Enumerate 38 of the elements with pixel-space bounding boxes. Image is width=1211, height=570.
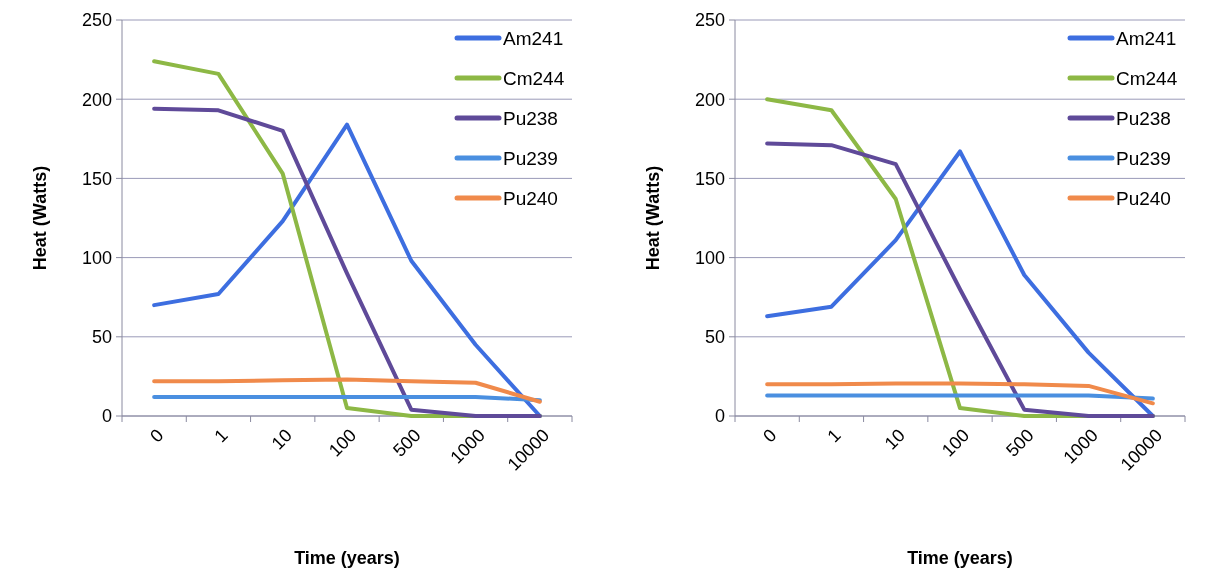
y-tick-label: 50 <box>704 327 725 348</box>
y-tick-label: 0 <box>714 406 725 427</box>
x-tick-label: 1 <box>210 425 232 447</box>
legend-label: Cm244 <box>1116 67 1178 89</box>
y-tick-label: 0 <box>101 406 112 427</box>
legend-label: Cm244 <box>503 67 565 89</box>
line-series <box>152 377 542 404</box>
x-tick-label: 100 <box>324 425 361 461</box>
legend-label: Pu240 <box>1116 187 1171 209</box>
legend-label: Pu239 <box>1116 147 1171 169</box>
legend-label: Pu238 <box>1116 107 1171 129</box>
y-tick-label: 250 <box>81 10 112 31</box>
y-tick-label: 200 <box>694 89 725 110</box>
x-tick-label: 10 <box>267 425 296 454</box>
legend-label: Am241 <box>503 27 564 49</box>
y-tick-label: 50 <box>91 327 112 348</box>
x-tick-label: 10 <box>880 425 909 454</box>
y-axis-title: Heat (Watts) <box>643 165 663 271</box>
x-tick-label: 500 <box>1002 425 1038 461</box>
x-axis-title: Time (years) <box>907 548 1013 568</box>
x-tick-label: 0 <box>759 425 781 447</box>
x-axis-title: Time (years) <box>294 548 400 568</box>
x-tick-label: 1 <box>823 425 845 447</box>
legend-label: Pu239 <box>503 147 558 169</box>
y-axis-title: Heat (Watts) <box>30 165 50 271</box>
y-tick-label: 150 <box>694 168 725 189</box>
legend-label: Pu238 <box>503 107 558 129</box>
legend-label: Am241 <box>1116 27 1177 49</box>
y-tick-label: 100 <box>694 247 725 268</box>
y-tick-label: 100 <box>81 247 112 268</box>
x-tick-label: 0 <box>146 425 168 447</box>
legend-label: Pu240 <box>503 187 558 209</box>
x-tick-label: 500 <box>389 425 425 461</box>
x-tick-label: 100 <box>937 425 974 461</box>
y-tick-label: 250 <box>694 10 725 31</box>
y-tick-label: 150 <box>81 168 112 189</box>
y-tick-label: 200 <box>81 89 112 110</box>
line-series <box>765 381 1155 406</box>
